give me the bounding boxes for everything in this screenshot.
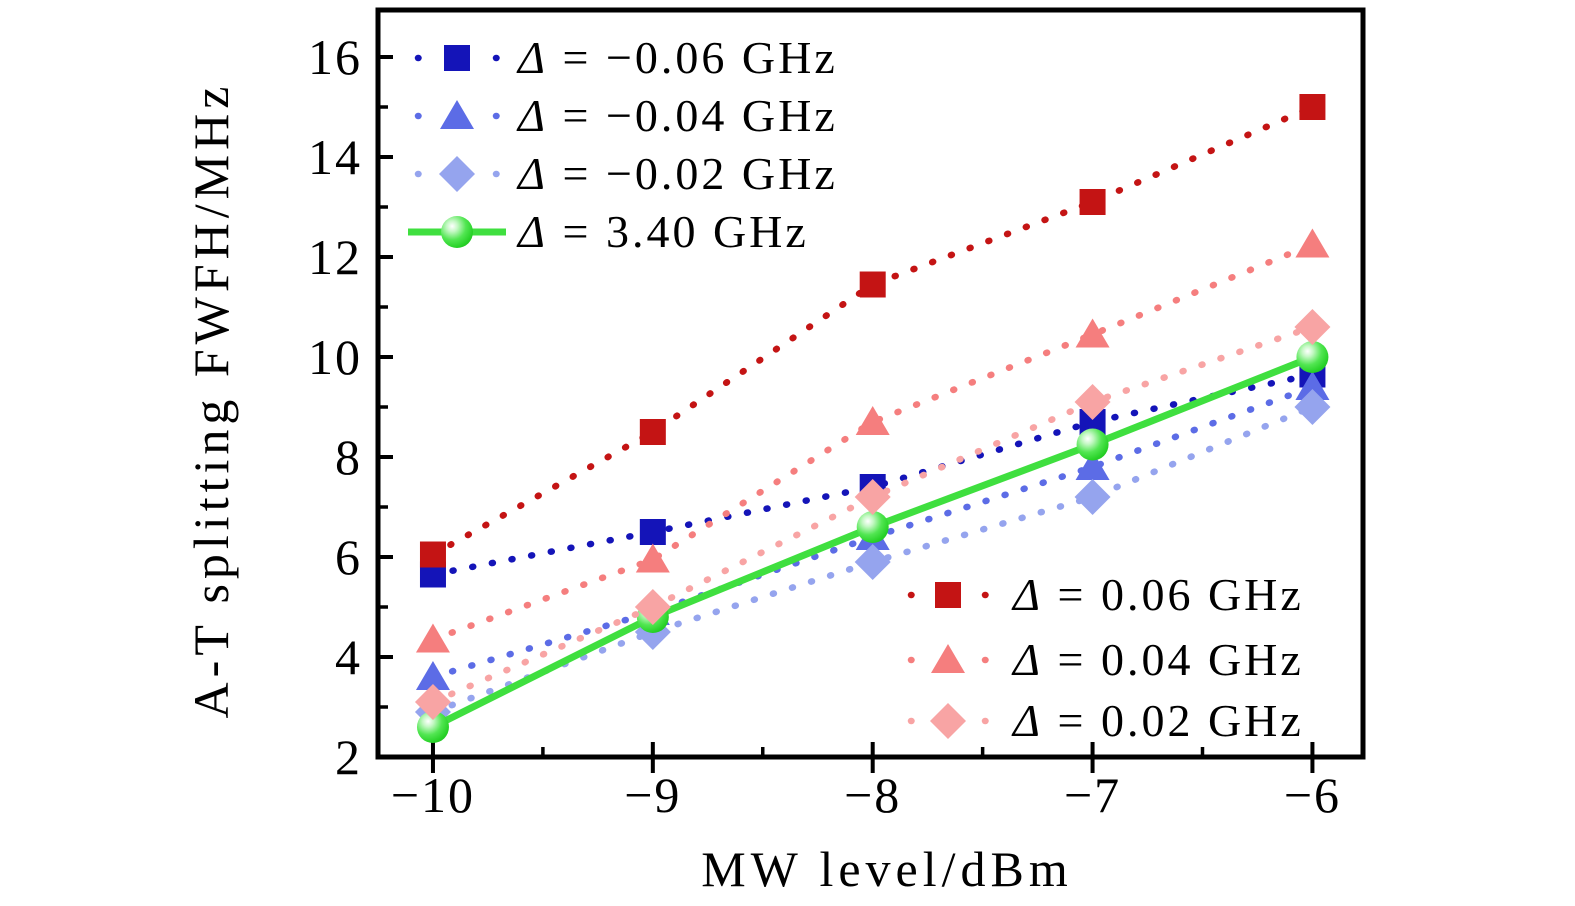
y-tick-label: 8 <box>335 429 362 485</box>
triangle-marker <box>1075 318 1110 348</box>
diamond-marker <box>1074 384 1111 420</box>
square-marker <box>935 582 961 608</box>
triangle-marker <box>1295 371 1330 400</box>
legend-entry: Δ = −0.04 GHz <box>414 90 838 141</box>
x-tick-label: −7 <box>1064 767 1121 823</box>
diamond-marker <box>634 589 671 625</box>
diamond-marker <box>1294 389 1331 425</box>
y-tick-label: 10 <box>308 329 362 385</box>
legend-entry: Δ = 0.02 GHz <box>907 695 1304 746</box>
square-marker <box>419 541 446 568</box>
square-marker <box>859 271 886 298</box>
square-marker <box>1079 189 1106 215</box>
sphere-marker <box>416 711 449 743</box>
series-4 <box>419 94 1326 568</box>
legend-entry: Δ = −0.06 GHz <box>414 32 838 83</box>
triangle-marker <box>440 100 474 129</box>
diamond-marker <box>930 703 966 739</box>
square-marker <box>444 45 470 71</box>
sphere-marker <box>441 216 473 248</box>
triangle-marker <box>635 543 670 573</box>
sphere-marker <box>1076 428 1109 461</box>
plot-area: −10 −9 −8 −7 −6 2 4 6 8 10 12 14 16 Δ = −0.06 GHz Δ = … <box>308 7 1366 823</box>
y-tick-label: 14 <box>308 129 362 185</box>
legend-label: Δ = −0.02 GHz <box>516 148 838 199</box>
legend-entry: Δ = 0.04 GHz <box>907 634 1304 685</box>
legend-label: Δ = −0.06 GHz <box>516 32 838 83</box>
x-tick-label: −6 <box>1284 767 1341 823</box>
diamond-marker <box>854 544 891 580</box>
legend-label: Δ = 0.04 GHz <box>1011 634 1304 685</box>
legend-label: Δ = 0.06 GHz <box>1011 569 1304 620</box>
triangle-marker <box>415 623 450 653</box>
y-tick-label: 2 <box>335 729 362 785</box>
y-tick-label: 4 <box>335 629 362 685</box>
triangle-marker <box>415 661 450 690</box>
diamond-marker <box>1294 309 1331 345</box>
y-tick-label: 6 <box>335 529 362 585</box>
triangle-marker <box>1075 451 1110 480</box>
square-marker <box>1299 94 1326 120</box>
plot-frame <box>375 7 1366 760</box>
triangle-marker <box>1295 228 1330 258</box>
sphere-marker <box>1296 341 1329 373</box>
series-6 <box>414 309 1331 720</box>
legend-label: Δ = −0.04 GHz <box>516 90 838 141</box>
y-tick-labels: 2 4 6 8 10 12 14 16 <box>308 29 362 785</box>
sphere-marker <box>856 511 889 543</box>
square-marker <box>639 419 666 445</box>
y-tick-label: 16 <box>308 29 362 85</box>
legend-entry: Δ = 3.40 GHz <box>408 206 809 257</box>
diamond-marker <box>1074 479 1111 515</box>
diamond-marker <box>854 479 891 515</box>
triangle-marker <box>931 644 965 673</box>
y-axis-title: A-T splitting FWFH/MHz <box>183 82 239 719</box>
x-tick-label: −8 <box>844 767 901 823</box>
triangle-marker <box>855 406 890 435</box>
legend-label: Δ = 3.40 GHz <box>516 206 809 257</box>
series-line <box>429 323 1316 706</box>
legend-entry: Δ = 0.06 GHz <box>907 569 1304 620</box>
legend-label: Δ = 0.02 GHz <box>1011 695 1304 746</box>
x-axis-title: MW level/dBm <box>701 841 1073 897</box>
x-tick-labels: −10 −9 −8 −7 −6 <box>391 767 1341 823</box>
square-marker <box>639 519 666 545</box>
series-5 <box>415 228 1330 653</box>
diamond-marker <box>414 684 451 720</box>
x-tick-label: −10 <box>391 767 475 823</box>
x-tick-label: −9 <box>624 767 681 823</box>
legend-entry: Δ = −0.02 GHz <box>414 148 838 199</box>
y-tick-label: 12 <box>308 229 362 285</box>
diamond-marker <box>439 156 475 192</box>
